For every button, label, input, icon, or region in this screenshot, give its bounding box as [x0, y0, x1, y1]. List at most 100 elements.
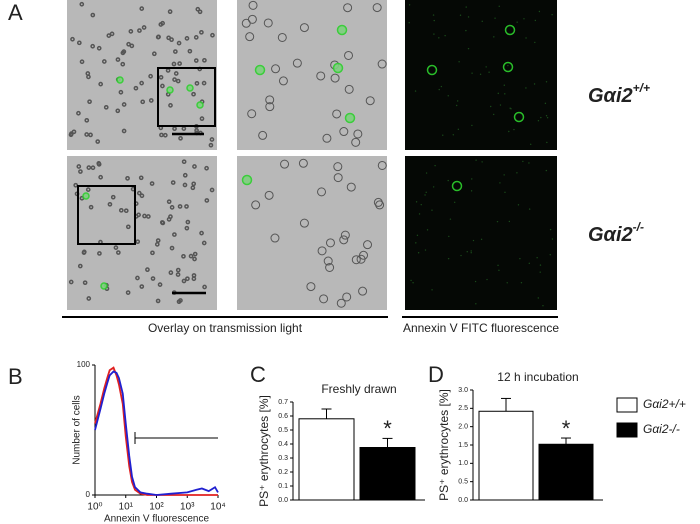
- speck: [470, 250, 472, 252]
- speck: [498, 5, 500, 7]
- speck: [410, 279, 412, 282]
- cell: [175, 272, 181, 277]
- cell: [84, 117, 90, 123]
- bar: [359, 447, 416, 501]
- cell: [178, 135, 183, 141]
- cell: [271, 64, 281, 74]
- speck: [481, 161, 483, 163]
- cell: [115, 57, 121, 62]
- speck: [538, 10, 541, 13]
- speck: [467, 47, 470, 50]
- cell: [191, 181, 197, 187]
- speck: [408, 22, 410, 24]
- speck: [415, 242, 417, 244]
- cell: [247, 109, 257, 119]
- cell: [346, 182, 356, 192]
- speck: [416, 234, 419, 237]
- cell: [149, 181, 155, 186]
- cell: [182, 172, 188, 178]
- speck: [415, 201, 418, 203]
- speck: [448, 235, 450, 238]
- stained-cell: [254, 64, 266, 76]
- y-tick-label: 2.5: [458, 405, 468, 412]
- speck: [496, 220, 499, 223]
- cell: [177, 204, 183, 209]
- y-tick-label: 0.6: [278, 413, 288, 420]
- bar: [478, 410, 534, 501]
- cell: [172, 77, 177, 82]
- cell: [358, 286, 368, 296]
- cell: [263, 18, 273, 28]
- cell: [333, 162, 343, 172]
- speck: [508, 130, 510, 133]
- y-tick-label: 1.0: [458, 460, 468, 467]
- speck: [537, 297, 539, 299]
- speck: [539, 271, 541, 273]
- cell: [139, 284, 145, 289]
- cell: [192, 256, 197, 262]
- cell: [265, 102, 275, 112]
- cell: [113, 245, 119, 250]
- cell: [199, 29, 204, 35]
- speck: [493, 36, 495, 38]
- y-tick-label: 2.0: [458, 424, 468, 431]
- stained-cell: [504, 24, 516, 36]
- cell: [135, 239, 141, 245]
- speck: [425, 191, 427, 194]
- cell: [168, 270, 174, 276]
- cell: [145, 267, 150, 273]
- cell: [185, 276, 190, 282]
- micrograph: [237, 0, 387, 150]
- speck: [516, 172, 518, 174]
- cell: [209, 187, 215, 193]
- stained-cell: [451, 180, 463, 192]
- cell: [280, 159, 290, 169]
- speck: [517, 204, 520, 206]
- cell: [332, 109, 342, 119]
- speck: [504, 93, 506, 95]
- speck: [519, 257, 521, 260]
- cell: [340, 230, 350, 240]
- speck: [540, 116, 542, 119]
- speck: [485, 66, 487, 68]
- cell: [81, 250, 87, 255]
- histogram-line: [94, 366, 218, 496]
- y-axis-label: PS⁺ erythrocytes [%]: [437, 389, 451, 501]
- cell: [76, 110, 81, 116]
- cell: [188, 253, 194, 259]
- speck: [475, 159, 477, 161]
- cell: [70, 36, 75, 42]
- cell: [148, 98, 154, 103]
- stained-cell: [336, 24, 348, 36]
- speck: [528, 262, 530, 265]
- cell: [160, 20, 165, 26]
- speck: [528, 208, 531, 210]
- speck: [447, 95, 449, 97]
- speck: [546, 117, 549, 119]
- speck: [492, 113, 495, 116]
- speck: [545, 115, 548, 117]
- cell: [344, 84, 354, 94]
- cell: [90, 165, 96, 171]
- speck: [465, 6, 467, 8]
- cell: [121, 128, 127, 134]
- cell: [150, 276, 156, 281]
- significance: *: [562, 416, 571, 441]
- stained-cell: [344, 112, 356, 124]
- cell: [192, 251, 198, 257]
- speck: [420, 203, 422, 206]
- speck: [442, 134, 444, 136]
- speck: [530, 143, 532, 146]
- cell: [306, 282, 316, 292]
- cell: [173, 71, 179, 76]
- cell: [106, 33, 112, 38]
- cell: [299, 23, 309, 33]
- speck: [480, 238, 483, 241]
- cell: [202, 284, 207, 290]
- x-tick-label: 10¹: [119, 502, 134, 513]
- cell: [202, 57, 207, 63]
- speck: [452, 134, 455, 136]
- speck: [503, 84, 506, 86]
- speck: [432, 14, 435, 16]
- y-tick-label: 1.5: [458, 442, 468, 449]
